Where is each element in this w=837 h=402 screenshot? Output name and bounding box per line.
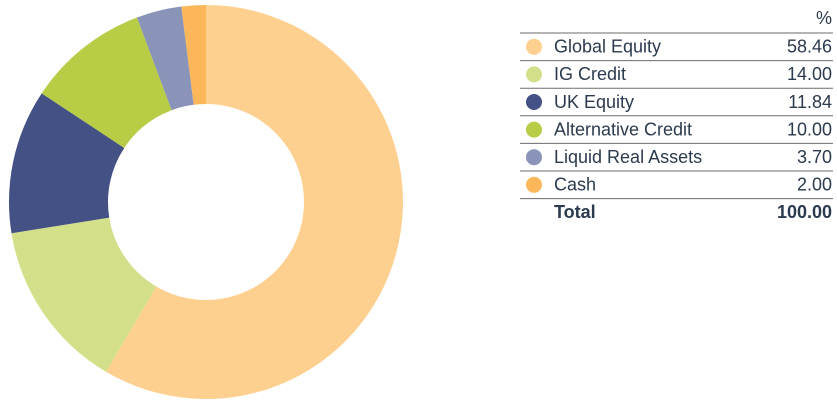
value-label: 10.00 [787, 119, 832, 139]
slice [106, 5, 403, 399]
legend-label: Global Equity [554, 37, 661, 57]
legend-label: UK Equity [554, 92, 634, 112]
value-label: 3.70 [797, 147, 832, 167]
value-label: 58.46 [787, 37, 832, 57]
legend-swatch [526, 66, 542, 83]
slice [136, 6, 194, 111]
legend-label: Liquid Real Assets [554, 147, 702, 167]
total-label: Total [554, 202, 596, 222]
slice [181, 5, 206, 105]
legend-swatch [526, 121, 542, 138]
value-header: % [816, 8, 832, 28]
total-value: 100.00 [777, 202, 832, 222]
legend-swatch [526, 149, 542, 166]
legend-label: IG Credit [554, 64, 626, 84]
slice [41, 17, 172, 148]
value-label: 11.84 [788, 92, 832, 112]
legend-label: Cash [554, 175, 596, 195]
value-label: 14.00 [787, 64, 832, 84]
slice [9, 93, 125, 234]
legend-swatch [526, 94, 542, 110]
legend-swatch [526, 38, 542, 55]
legend-swatch [526, 176, 542, 193]
slice [11, 217, 157, 372]
value-label: 2.00 [797, 175, 832, 195]
legend-label: Alternative Credit [554, 119, 692, 139]
